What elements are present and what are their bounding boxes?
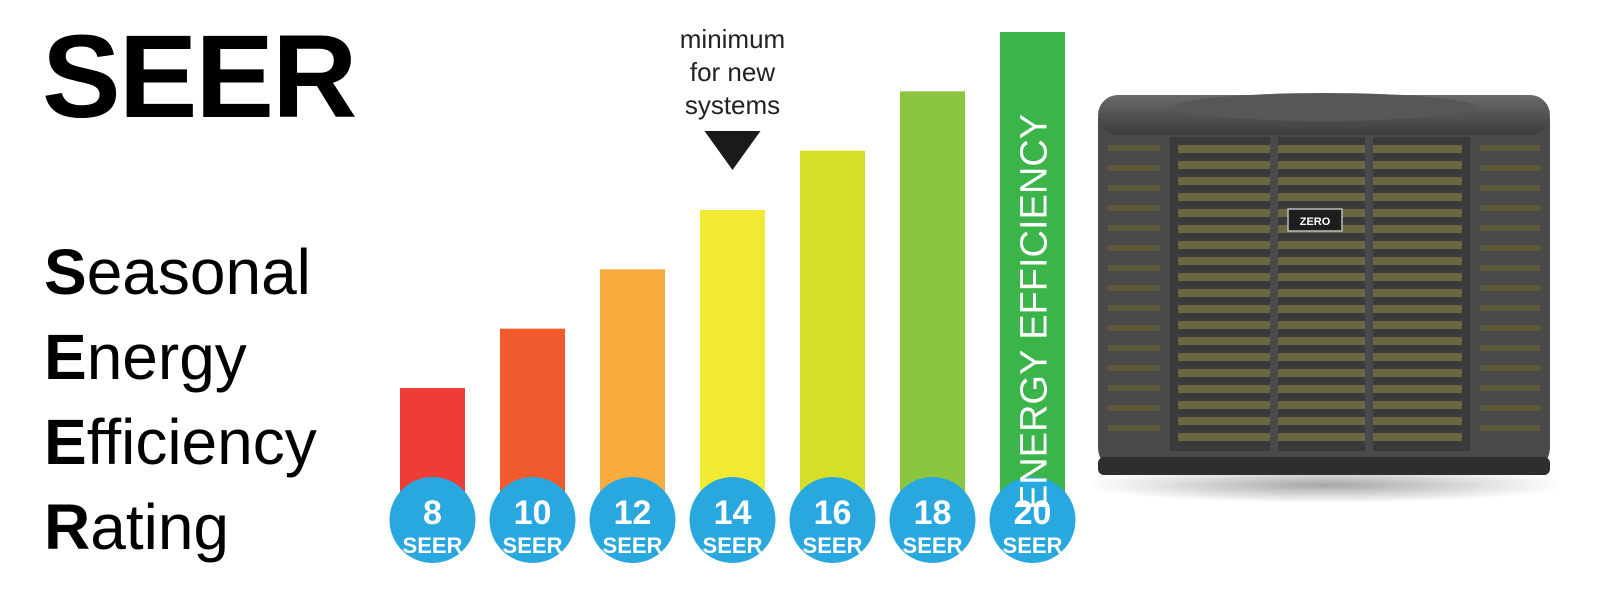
bar-12 <box>600 269 665 500</box>
air-conditioner-unit-image: ZERO <box>1090 93 1560 503</box>
acronym-initial: S <box>44 236 87 308</box>
brand-logo-text: ZERO <box>1300 216 1331 228</box>
seer-badge-value: 10 <box>514 494 552 532</box>
acronym-initial: E <box>44 406 87 478</box>
annotation-line: minimum <box>680 24 785 54</box>
seer-badge-unit: SEER <box>903 533 963 558</box>
acronym-line-rating: Rating <box>44 485 317 570</box>
seer-badge-8 <box>389 477 476 563</box>
seer-badge-unit: SEER <box>603 533 663 558</box>
seer-badge-10 <box>489 477 576 563</box>
seer-badge-value: 12 <box>614 494 652 532</box>
annotation-line: systems <box>685 90 780 120</box>
seer-badge-unit: SEER <box>1003 533 1063 558</box>
acronym-rest: fficiency <box>86 406 317 478</box>
seer-badge-value: 14 <box>714 494 752 532</box>
acronym-rest: easonal <box>86 236 311 308</box>
bar-10 <box>500 328 565 500</box>
seer-badge-14 <box>689 477 776 563</box>
acronym-rest: nergy <box>86 321 247 393</box>
seer-badge-16 <box>789 477 876 563</box>
annotation-arrow <box>704 131 761 170</box>
seer-badge-12 <box>589 477 676 563</box>
acronym-initial: E <box>44 321 87 393</box>
bar-18 <box>900 91 965 500</box>
acronym-line-seasonal: Seasonal <box>44 230 317 315</box>
page-title: SEER <box>42 11 357 143</box>
seer-badge-value: 18 <box>914 494 952 532</box>
seer-badge-unit: SEER <box>503 533 563 558</box>
seer-badge-value: 8 <box>423 494 442 532</box>
brand-logo-badge <box>1287 208 1343 232</box>
seer-badge-18 <box>889 477 976 563</box>
seer-badge-unit: SEER <box>403 533 463 558</box>
acronym-line-energy: Energy <box>44 315 317 400</box>
seer-badge-unit: SEER <box>703 533 763 558</box>
acronym-initial: R <box>44 491 91 563</box>
bar-14 <box>700 210 765 500</box>
seer-badge-value: 20 <box>1014 494 1052 532</box>
seer-badge-unit: SEER <box>803 533 863 558</box>
seer-badge-value: 16 <box>814 494 852 532</box>
annotation-line: for new <box>690 57 775 87</box>
acronym-list: Seasonal Energy Efficiency Rating <box>44 230 317 570</box>
bar-20 <box>1000 32 1065 500</box>
energy-efficiency-label: ENERGY EFFICIENCY <box>1014 114 1056 510</box>
seer-badge-20 <box>989 477 1076 563</box>
acronym-line-efficiency: Efficiency <box>44 400 317 485</box>
acronym-rest: ating <box>90 491 229 563</box>
bar-16 <box>800 150 865 500</box>
